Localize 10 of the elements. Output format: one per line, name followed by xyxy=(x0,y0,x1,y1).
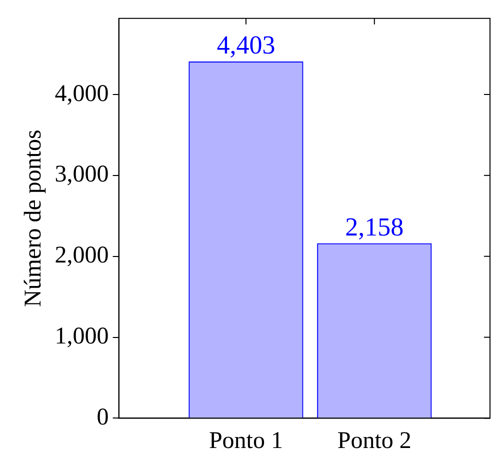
y-tick-label: 3,000 xyxy=(54,162,109,188)
y-tick-label: 4,000 xyxy=(54,80,109,107)
data-label: 2,158 xyxy=(345,212,404,242)
y-tick-label: 2,000 xyxy=(54,242,109,269)
x-tick-label: Ponto 1 xyxy=(208,428,283,454)
y-tick-label: 0 xyxy=(96,404,109,430)
y-axis-title: Número de pontos xyxy=(20,130,47,307)
data-label: 4,403 xyxy=(216,30,276,60)
x-tick-label: Ponto 2 xyxy=(337,428,412,454)
y-tick-label: 1,000 xyxy=(54,324,109,350)
